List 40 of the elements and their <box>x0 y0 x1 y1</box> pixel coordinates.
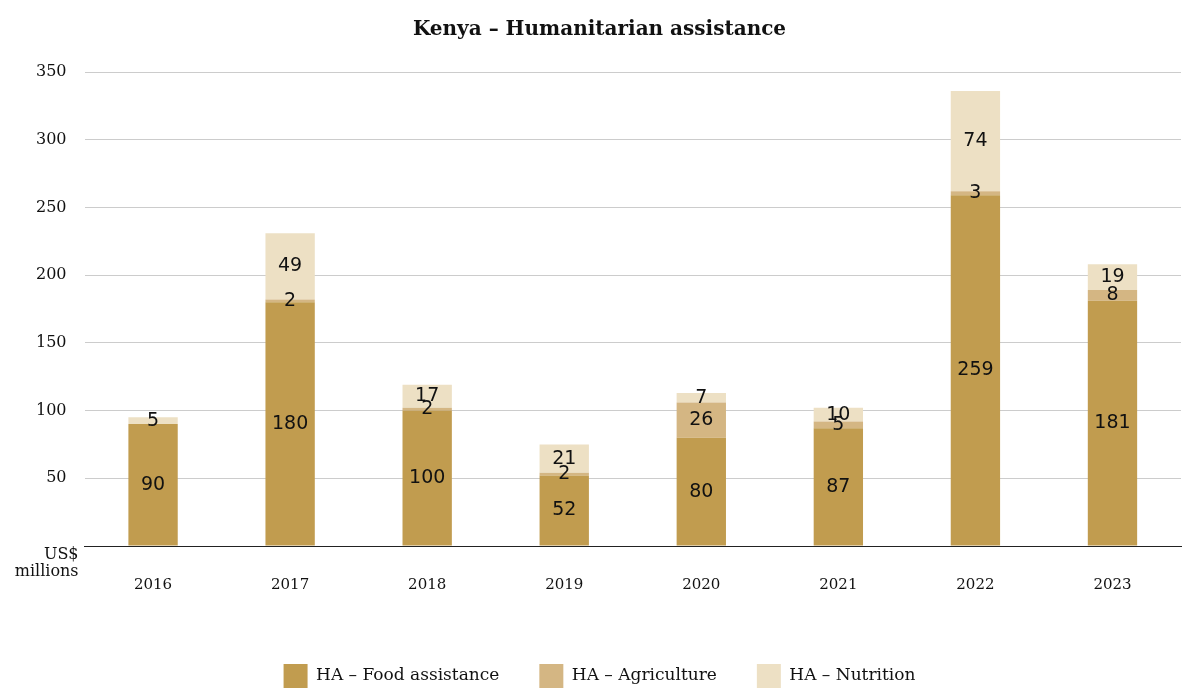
data-label: 80 <box>689 478 714 501</box>
y-tick-label: 100 <box>35 399 67 419</box>
legend-label: HA – Agriculture <box>571 664 717 685</box>
y-tick-label: 50 <box>46 467 67 487</box>
x-tick-label: 2018 <box>408 574 447 593</box>
legend-label: HA – Nutrition <box>789 664 916 685</box>
legend-label: HA – Food assistance <box>316 664 500 685</box>
x-tick-label: 2023 <box>1093 574 1132 593</box>
data-label: 3 <box>969 180 982 203</box>
data-label: 87 <box>826 473 851 496</box>
data-label: 180 <box>271 410 309 433</box>
x-tick-label: 2017 <box>271 574 310 593</box>
data-label: 26 <box>689 406 714 429</box>
data-label: 100 <box>409 464 446 487</box>
data-label: 259 <box>957 357 994 380</box>
bar <box>813 428 864 546</box>
data-label: 74 <box>963 128 988 151</box>
y-tick-label: 150 <box>35 332 67 352</box>
data-label: 90 <box>140 471 166 494</box>
bar <box>676 402 726 438</box>
bar <box>1087 300 1138 546</box>
y-tick-label: 300 <box>35 128 67 148</box>
x-tick-label: 2016 <box>133 574 173 593</box>
data-label: 5 <box>147 407 160 430</box>
bar <box>128 424 178 546</box>
y-tick-label: 200 <box>35 264 67 284</box>
x-tick-label: 2020 <box>682 574 721 593</box>
data-label: 181 <box>1094 410 1131 433</box>
x-tick-label: 2021 <box>819 574 858 593</box>
data-label: 7 <box>695 384 708 407</box>
data-label: 49 <box>278 253 303 276</box>
chart-title: Kenya – Humanitarian assistance <box>412 16 787 41</box>
x-tick-label: 2019 <box>545 574 584 593</box>
y-tick-label: 350 <box>35 61 67 81</box>
y-tick-label: 250 <box>35 196 67 216</box>
data-label: 2 <box>284 287 297 310</box>
bar <box>676 437 726 546</box>
data-label: 52 <box>552 497 577 520</box>
y-axis-title: US$ millions <box>14 544 79 581</box>
x-tick-label: 2022 <box>956 574 995 593</box>
